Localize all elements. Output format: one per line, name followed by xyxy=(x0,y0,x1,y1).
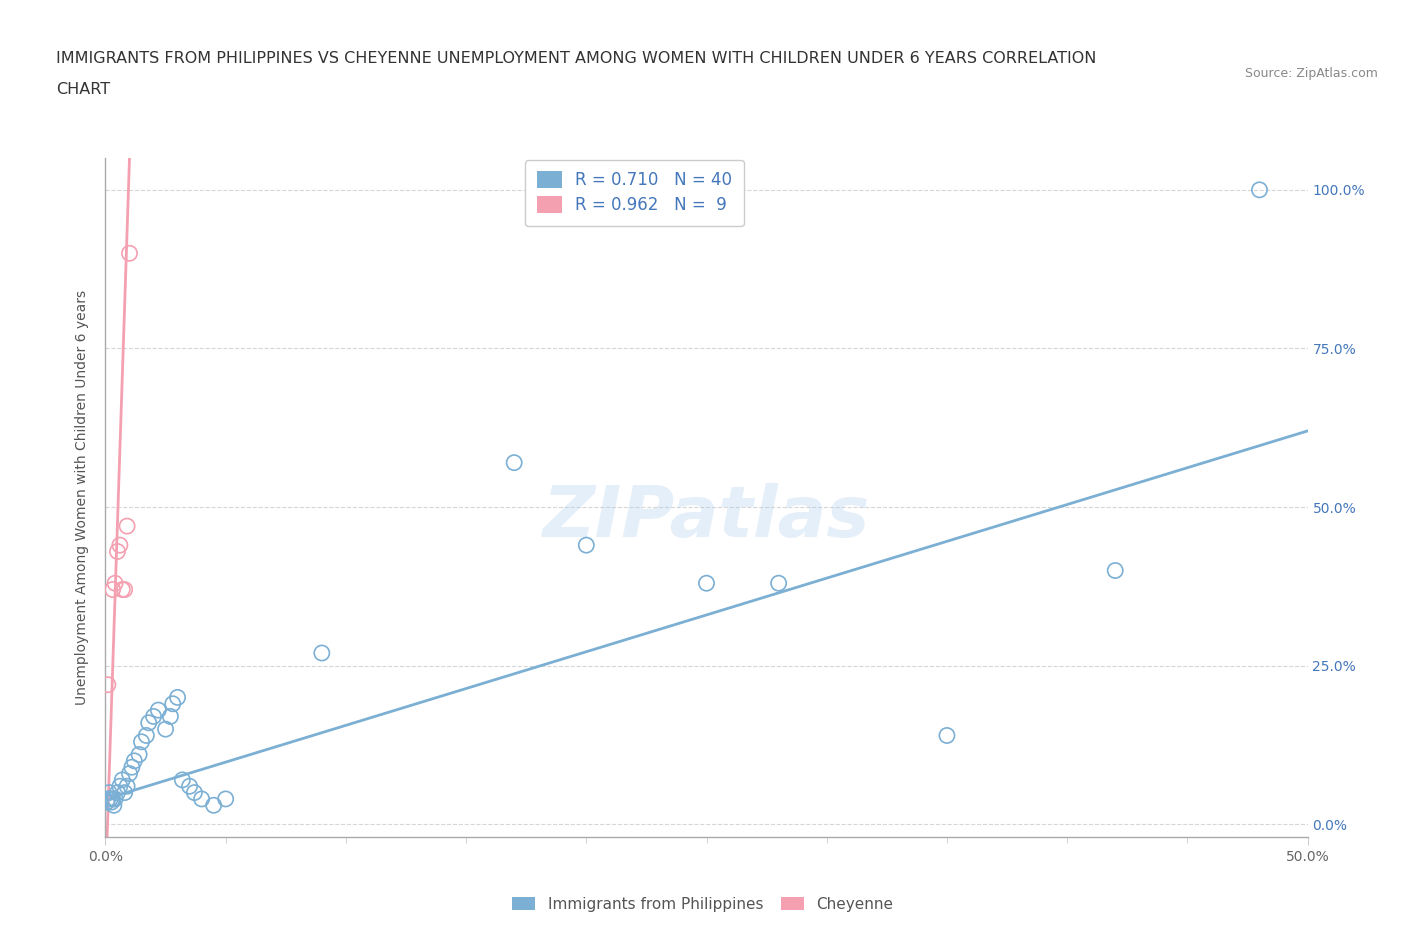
Y-axis label: Unemployment Among Women with Children Under 6 years: Unemployment Among Women with Children U… xyxy=(76,290,90,705)
Point xyxy=(115,778,138,793)
Point xyxy=(101,582,124,597)
Point xyxy=(936,728,959,743)
Point xyxy=(128,747,150,762)
Point xyxy=(148,703,170,718)
Point xyxy=(155,722,177,737)
Point xyxy=(107,785,129,800)
Point xyxy=(142,709,165,724)
Point xyxy=(115,519,138,534)
Point xyxy=(104,576,127,591)
Point xyxy=(96,794,118,809)
Point xyxy=(121,760,143,775)
Point xyxy=(311,645,333,660)
Point xyxy=(98,785,121,800)
Point xyxy=(100,794,122,809)
Point xyxy=(111,773,134,788)
Point xyxy=(108,778,131,793)
Point xyxy=(124,753,146,768)
Point xyxy=(131,735,153,750)
Point xyxy=(214,791,236,806)
Text: CHART: CHART xyxy=(56,82,110,97)
Point xyxy=(114,582,136,597)
Legend: R = 0.710   N = 40, R = 0.962   N =  9: R = 0.710 N = 40, R = 0.962 N = 9 xyxy=(524,160,744,226)
Text: IMMIGRANTS FROM PHILIPPINES VS CHEYENNE UNEMPLOYMENT AMONG WOMEN WITH CHILDREN U: IMMIGRANTS FROM PHILIPPINES VS CHEYENNE … xyxy=(56,51,1097,66)
Point xyxy=(172,773,194,788)
Point xyxy=(1249,182,1271,197)
Point xyxy=(114,785,136,800)
Point xyxy=(179,778,201,793)
Point xyxy=(111,582,134,597)
Point xyxy=(103,798,125,813)
Point xyxy=(575,538,598,552)
Point xyxy=(97,677,120,692)
Point xyxy=(768,576,790,591)
Point xyxy=(202,798,225,813)
Point xyxy=(135,728,157,743)
Point xyxy=(118,766,141,781)
Legend: Immigrants from Philippines, Cheyenne: Immigrants from Philippines, Cheyenne xyxy=(506,890,900,918)
Point xyxy=(104,791,127,806)
Point xyxy=(183,785,205,800)
Point xyxy=(503,455,526,470)
Text: ZIPatlas: ZIPatlas xyxy=(543,484,870,552)
Point xyxy=(696,576,718,591)
Point xyxy=(101,791,124,806)
Point xyxy=(1104,563,1126,578)
Point xyxy=(138,715,160,730)
Point xyxy=(162,697,184,711)
Point xyxy=(166,690,188,705)
Point xyxy=(97,791,120,806)
Text: Source: ZipAtlas.com: Source: ZipAtlas.com xyxy=(1244,67,1378,80)
Point xyxy=(159,709,181,724)
Point xyxy=(108,538,131,552)
Point xyxy=(98,791,121,806)
Point xyxy=(118,246,141,260)
Point xyxy=(107,544,129,559)
Point xyxy=(190,791,212,806)
